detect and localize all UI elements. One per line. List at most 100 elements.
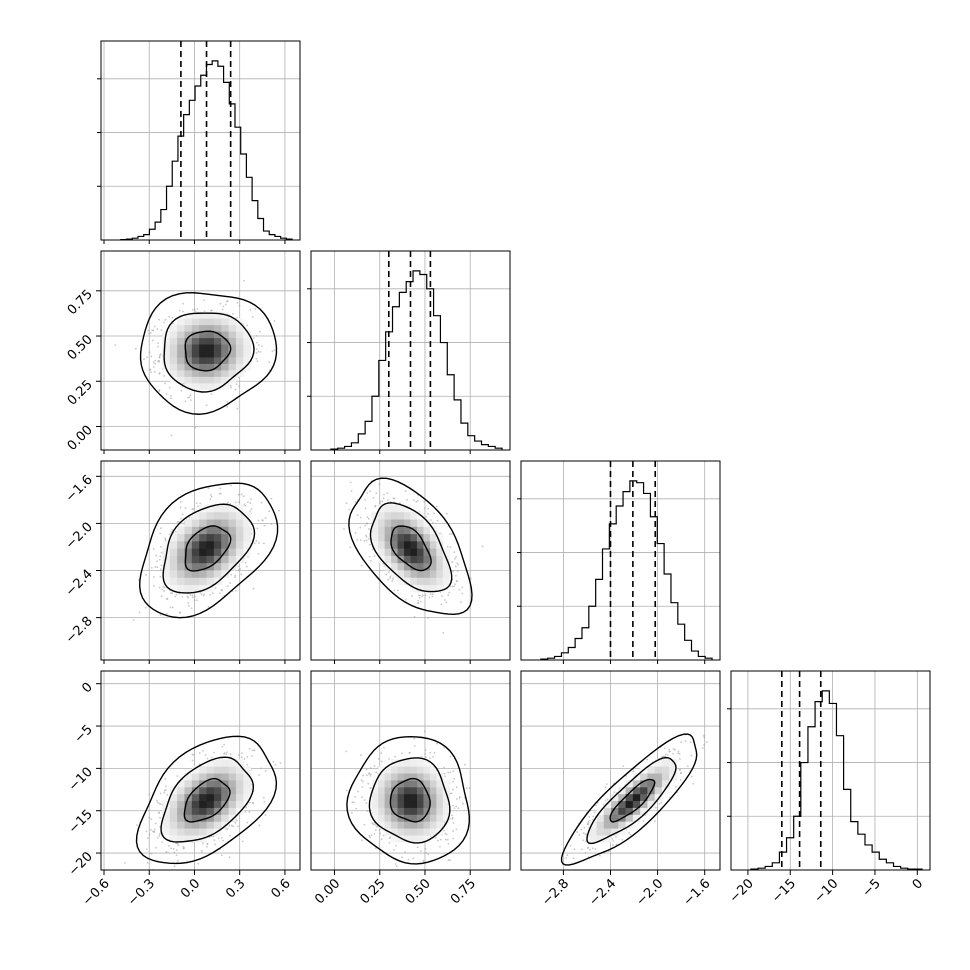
scatter-point bbox=[378, 828, 381, 831]
scatter-point bbox=[161, 841, 164, 844]
scatter-point bbox=[183, 846, 186, 849]
scatter-point bbox=[158, 558, 161, 561]
y-tick-label: −15 bbox=[66, 807, 96, 837]
scatter-point bbox=[451, 814, 453, 817]
density-block bbox=[177, 344, 185, 351]
density-block bbox=[416, 821, 424, 829]
scatter-point bbox=[191, 596, 194, 599]
scatter-point bbox=[442, 829, 445, 832]
scatter-point bbox=[359, 539, 362, 542]
density-block bbox=[371, 800, 379, 808]
scatter-point bbox=[443, 766, 445, 769]
density-block bbox=[199, 786, 208, 795]
density-block bbox=[213, 331, 222, 339]
density-block bbox=[206, 786, 215, 795]
scatter-point bbox=[367, 517, 370, 520]
scatter-point bbox=[458, 588, 461, 591]
scatter-point bbox=[584, 840, 587, 843]
density-block bbox=[184, 562, 193, 571]
density-block bbox=[177, 369, 185, 377]
scatter-point bbox=[238, 584, 241, 587]
density-block bbox=[429, 548, 437, 556]
scatter-point bbox=[154, 822, 157, 825]
density-block bbox=[184, 814, 193, 822]
density-block bbox=[589, 821, 598, 829]
scatter-point bbox=[190, 607, 193, 610]
density-block bbox=[384, 814, 392, 822]
density-block bbox=[206, 526, 215, 535]
density-block bbox=[228, 793, 237, 802]
density-block bbox=[611, 821, 619, 829]
density-block bbox=[199, 584, 208, 593]
density-block bbox=[397, 793, 405, 802]
scatter-point bbox=[427, 853, 430, 856]
scatter-point bbox=[261, 345, 263, 347]
density-block bbox=[184, 584, 193, 593]
scatter-point bbox=[348, 508, 351, 511]
scatter-point bbox=[365, 768, 368, 771]
density-block bbox=[647, 793, 656, 802]
density-blocks bbox=[371, 759, 450, 843]
density-block bbox=[206, 331, 215, 339]
scatter-point bbox=[366, 516, 369, 518]
scatter-point bbox=[642, 820, 645, 822]
density-block bbox=[177, 569, 185, 578]
density-block bbox=[429, 584, 437, 593]
scatter-point bbox=[369, 774, 372, 777]
density-block bbox=[436, 584, 444, 593]
scatter-point bbox=[258, 330, 261, 333]
density-block bbox=[378, 807, 386, 815]
scatter-point bbox=[364, 524, 367, 527]
scatter-point bbox=[702, 734, 705, 737]
density-block bbox=[669, 759, 677, 767]
histogram-panel-0 bbox=[101, 41, 300, 240]
scatter-point bbox=[439, 838, 442, 841]
scatter-point bbox=[226, 400, 229, 403]
density-block bbox=[661, 759, 670, 767]
density-block bbox=[429, 569, 437, 578]
density-block bbox=[423, 548, 431, 556]
scatter-point bbox=[138, 611, 141, 614]
scatter-point bbox=[669, 750, 671, 753]
scatter-point bbox=[209, 593, 211, 596]
density-block bbox=[206, 800, 215, 808]
density-block bbox=[213, 773, 222, 781]
density-block bbox=[423, 766, 431, 774]
scatter-point bbox=[279, 761, 282, 764]
density-block bbox=[228, 511, 237, 520]
density-block bbox=[221, 540, 230, 549]
density-block bbox=[404, 562, 411, 571]
density-block bbox=[436, 548, 444, 556]
scatter-point bbox=[367, 538, 370, 540]
density-block bbox=[199, 800, 208, 808]
scatter-point bbox=[628, 831, 630, 834]
scatter-point bbox=[228, 856, 231, 859]
density-block bbox=[228, 504, 237, 513]
scatter-point bbox=[238, 385, 240, 388]
scatter-point bbox=[450, 533, 453, 535]
density-block bbox=[397, 800, 405, 808]
density-block bbox=[191, 344, 200, 351]
scatter-point bbox=[679, 779, 682, 781]
scatter-point bbox=[210, 309, 212, 312]
density-block bbox=[647, 779, 656, 788]
scatter-point bbox=[251, 316, 254, 318]
scatter-point bbox=[180, 501, 182, 503]
density-block bbox=[199, 526, 208, 535]
scatter-point bbox=[672, 752, 674, 755]
scatter-point bbox=[234, 589, 237, 592]
scatter-point bbox=[450, 792, 453, 795]
y-tick-label: −2.4 bbox=[63, 567, 96, 600]
density-block bbox=[213, 548, 222, 556]
scatter-point bbox=[481, 545, 484, 548]
scatter-point bbox=[588, 819, 591, 822]
scatter-point bbox=[197, 862, 200, 865]
scatter-point bbox=[412, 857, 415, 860]
scatter-point bbox=[415, 500, 418, 503]
scatter-point bbox=[689, 741, 692, 744]
density-block bbox=[429, 807, 437, 815]
density-block bbox=[191, 834, 200, 843]
scatter-point bbox=[396, 874, 398, 876]
density-block bbox=[243, 350, 252, 358]
density-block bbox=[184, 350, 193, 358]
